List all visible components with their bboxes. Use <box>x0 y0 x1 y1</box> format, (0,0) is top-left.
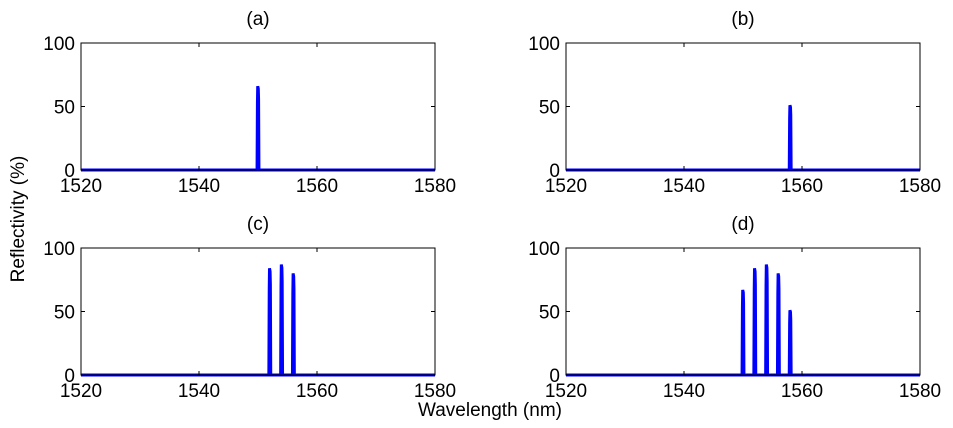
y-tick-label-d-0: 0 <box>549 366 560 387</box>
y-axis-title: Reflectivity (%) <box>8 156 29 283</box>
x-tick-label-a-1560: 1560 <box>296 176 338 197</box>
y-tick-label-a-0: 0 <box>64 161 75 182</box>
x-tick-label-a-1540: 1540 <box>178 176 220 197</box>
axes-frame-b <box>565 42 921 171</box>
x-tick-label-a-1520: 1520 <box>60 176 102 197</box>
series-line-d-1 <box>566 264 920 377</box>
y-tick-label-a-50: 50 <box>54 98 75 119</box>
x-tick-label-a-1580: 1580 <box>414 176 456 197</box>
axes-frame-c <box>80 247 436 376</box>
y-tick-label-a-100: 100 <box>43 34 75 55</box>
y-tick-label-b-100: 100 <box>528 34 560 55</box>
y-tick-label-c-50: 50 <box>54 303 75 324</box>
y-tick-label-b-50: 50 <box>539 98 560 119</box>
x-tick-label-d-1580: 1580 <box>899 381 941 402</box>
x-tick-label-c-1540: 1540 <box>178 381 220 402</box>
x-tick-label-b-1560: 1560 <box>781 176 823 197</box>
panel-title-d: (d) <box>731 214 754 235</box>
y-tick-label-d-100: 100 <box>528 239 560 260</box>
y-tick-label-b-0: 0 <box>549 161 560 182</box>
x-tick-label-d-1540: 1540 <box>663 381 705 402</box>
x-tick-label-b-1580: 1580 <box>899 176 941 197</box>
chart-panel-a: 1520 1540 1560 1580 0 50 100 (a) <box>43 9 456 197</box>
panel-title-a: (a) <box>246 9 269 30</box>
series-line-b-1 <box>566 104 920 172</box>
x-tick-label-c-1560: 1560 <box>296 381 338 402</box>
series-line-a-1 <box>81 85 435 172</box>
panel-title-b: (b) <box>731 9 754 30</box>
chart-panel-c: 1520 1540 1560 1580 0 50 100 (c) <box>43 214 456 402</box>
x-tick-label-d-1560: 1560 <box>781 381 823 402</box>
x-tick-label-b-1520: 1520 <box>545 176 587 197</box>
x-tick-label-c-1580: 1580 <box>414 381 456 402</box>
y-tick-label-c-0: 0 <box>64 366 75 387</box>
series-line-c-1 <box>81 264 435 377</box>
y-tick-label-c-100: 100 <box>43 239 75 260</box>
x-axis-title: Wavelength (nm) <box>418 400 562 421</box>
y-tick-label-d-50: 50 <box>539 303 560 324</box>
x-tick-label-d-1520: 1520 <box>545 381 587 402</box>
x-tick-label-c-1520: 1520 <box>60 381 102 402</box>
chart-panel-d: 1520 1540 1560 1580 0 50 100 (d) <box>528 214 941 402</box>
panel-title-c: (c) <box>247 214 269 235</box>
chart-panel-b: 1520 1540 1560 1580 0 50 100 (b) <box>528 9 941 197</box>
x-tick-label-b-1540: 1540 <box>663 176 705 197</box>
